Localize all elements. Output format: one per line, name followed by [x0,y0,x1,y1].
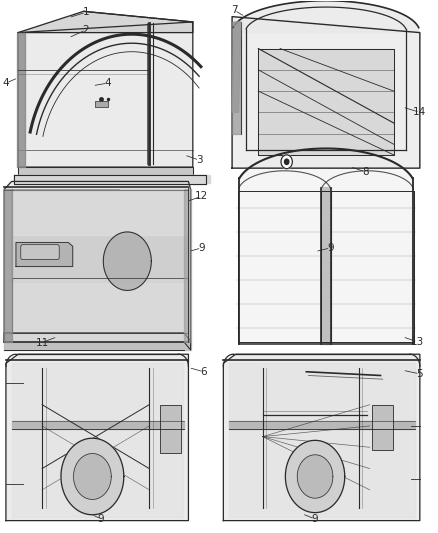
Polygon shape [16,243,73,266]
Polygon shape [321,187,331,344]
Polygon shape [6,354,188,521]
Polygon shape [18,22,193,167]
Text: 7: 7 [231,5,237,15]
Polygon shape [321,191,414,342]
Polygon shape [239,149,413,344]
Text: 3: 3 [196,155,203,165]
Polygon shape [4,189,12,342]
Polygon shape [14,174,210,182]
Polygon shape [12,189,188,282]
Polygon shape [4,342,191,350]
Text: 9: 9 [312,514,318,524]
Polygon shape [232,17,420,168]
Text: 8: 8 [362,167,369,177]
Polygon shape [18,167,193,174]
Text: 4: 4 [3,78,9,88]
FancyBboxPatch shape [95,101,108,107]
Polygon shape [184,189,191,342]
Text: 2: 2 [82,25,89,35]
Circle shape [285,159,289,165]
Text: 5: 5 [417,369,423,379]
Polygon shape [232,22,241,112]
Polygon shape [74,454,111,499]
Polygon shape [12,192,188,235]
Polygon shape [12,364,183,518]
Polygon shape [103,232,151,290]
Text: 13: 13 [411,337,424,347]
Polygon shape [232,22,241,134]
Polygon shape [286,440,345,513]
Polygon shape [61,438,124,515]
Polygon shape [258,49,394,155]
Text: 14: 14 [413,107,427,117]
Text: 11: 11 [35,337,49,348]
Text: 9: 9 [198,243,205,253]
Polygon shape [229,421,415,429]
Polygon shape [233,1,419,33]
Polygon shape [229,364,415,518]
Polygon shape [223,354,420,521]
Polygon shape [4,333,191,350]
Polygon shape [297,455,333,498]
Polygon shape [14,174,206,184]
Polygon shape [238,191,331,342]
Polygon shape [18,11,193,33]
FancyBboxPatch shape [21,245,59,260]
Polygon shape [17,33,25,167]
FancyBboxPatch shape [160,405,181,453]
Text: 1: 1 [82,7,89,18]
Polygon shape [12,421,184,429]
Text: 12: 12 [195,191,208,201]
Polygon shape [12,278,188,333]
Text: 9: 9 [327,243,334,253]
Text: 6: 6 [201,367,207,377]
Circle shape [281,155,292,168]
Polygon shape [4,181,191,342]
Text: 9: 9 [98,514,104,524]
Text: 4: 4 [104,78,111,88]
FancyBboxPatch shape [372,405,393,450]
